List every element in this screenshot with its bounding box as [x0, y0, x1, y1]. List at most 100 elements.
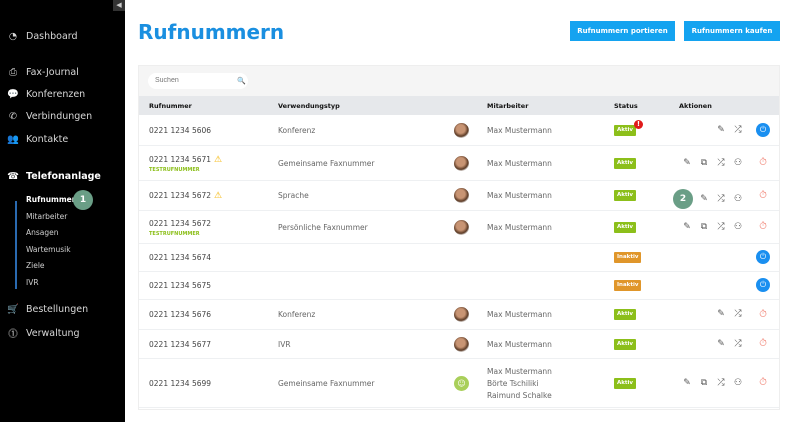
fax-forward-button[interactable]: ⧉ — [698, 221, 710, 233]
phone-number-text: 0221 1234 5671 — [149, 154, 212, 164]
status-badge: Aktiv — [614, 377, 637, 389]
edit-icon: ✎ — [717, 124, 725, 135]
status-badge: Inaktiv — [614, 280, 642, 291]
employee-name: Max Mustermann — [487, 366, 552, 376]
activate-button[interactable]: ⏻ — [756, 250, 770, 264]
user-settings-icon: ⚇ — [733, 194, 743, 204]
user-settings-button[interactable]: ⚇ — [732, 193, 744, 205]
timer-icon: ⏱ — [759, 189, 767, 201]
collapse-sidebar-button[interactable]: ◀ — [113, 0, 125, 11]
fax-forward-button[interactable]: ⧉ — [698, 157, 710, 169]
actions: ✎ ⤮ — [715, 124, 744, 136]
timer-icon: ⏱ — [759, 338, 767, 349]
numbers-table: 🔍 Rufnummer Verwendungstyp Mitarbeiter S… — [138, 65, 780, 410]
actions: 2 ✎ ⤮ ⚇ — [673, 189, 744, 209]
sidebar-item-label: Konferenzen — [26, 88, 86, 100]
edit-icon: ✎ — [683, 221, 691, 232]
phone-number-text: 0221 1234 5674 — [149, 253, 212, 262]
edit-button[interactable]: ✎ — [681, 377, 693, 389]
submenu-item-ansagen[interactable]: Ansagen — [26, 228, 59, 237]
employees: Max Mustermann — [487, 222, 552, 234]
activate-button[interactable]: ⏻ — [756, 122, 770, 137]
phone-number-text: 0221 1234 5672 — [149, 218, 212, 228]
phone-number: 0221 1234 5672 — [149, 219, 211, 228]
edit-button[interactable]: ✎ — [681, 221, 693, 233]
status-badge: Aktiv — [614, 338, 637, 350]
phone-number: 0221 1234 5671 ⚠ — [149, 155, 222, 165]
sidebar-item-konferenzen[interactable]: 💬 Konferenzen — [6, 88, 85, 100]
edit-button[interactable]: ✎ — [681, 157, 693, 169]
group-avatar: ☺ — [454, 375, 469, 391]
shuffle-forward-button[interactable]: ⤮ — [715, 377, 727, 389]
phone-number-text: 0221 1234 5676 — [149, 310, 212, 319]
usage-type: Gemeinsame Faxnummer — [278, 378, 375, 388]
status-text: Inaktiv — [617, 254, 639, 260]
step-badge-2: 2 — [673, 189, 693, 209]
search-input[interactable] — [148, 73, 248, 89]
edit-button[interactable]: ✎ — [698, 193, 710, 205]
user-settings-icon: ⚇ — [733, 221, 743, 232]
status-text: Aktiv — [617, 311, 634, 317]
sidebar-item-bestellungen[interactable]: 🛒 Bestellungen — [6, 303, 88, 315]
cart-icon: 🛒 — [7, 303, 19, 315]
shuffle-forward-button[interactable]: ⤮ — [715, 221, 727, 233]
sidebar-item-label: Verwaltung — [26, 327, 80, 339]
activate-button[interactable]: ⏻ — [756, 278, 770, 292]
timer-button[interactable]: ⏱ — [756, 376, 770, 390]
sidebar-item-verbindungen[interactable]: ✆ Verbindungen — [6, 110, 92, 122]
sidebar-item-kontakte[interactable]: 👥 Kontakte — [6, 133, 68, 145]
status-text: Aktiv — [617, 379, 634, 386]
status-text: Aktiv — [617, 223, 634, 230]
fax-forward-button[interactable]: ⧉ — [698, 377, 710, 389]
status-text: Aktiv — [617, 192, 634, 198]
timer-button[interactable]: ⏱ — [756, 220, 770, 234]
sidebar-item-label: Telefonanlage — [26, 170, 101, 182]
employees: Max Mustermann — [487, 125, 552, 137]
phone-number-text: 0221 1234 5699 — [149, 378, 212, 388]
avatar — [454, 155, 469, 171]
user-settings-button[interactable]: ⚇ — [732, 221, 744, 233]
shuffle-forward-button[interactable]: ⤮ — [715, 157, 727, 169]
shuffle-forward-button[interactable]: ⤮ — [732, 124, 744, 136]
submenu-item-wartemusik[interactable]: Wartemusik — [26, 244, 71, 254]
edit-button[interactable]: ✎ — [715, 338, 727, 350]
shuffle-forward-button[interactable]: ⤮ — [732, 338, 744, 350]
shuffle-forward-icon: ⤮ — [734, 309, 742, 319]
phone-number: 0221 1234 5675 — [149, 281, 211, 290]
buy-numbers-button[interactable]: Rufnummern kaufen — [684, 21, 780, 41]
submenu-item-rufnummern[interactable]: Rufnummern — [26, 195, 81, 204]
table-row: 0221 1234 5672 TESTRUFNUMMER Persönliche F… — [139, 211, 779, 244]
shuffle-forward-button[interactable]: ⤮ — [732, 308, 744, 320]
sidebar-item-label: Verbindungen — [26, 110, 93, 122]
timer-button[interactable]: ⏱ — [756, 337, 770, 351]
table-row: 0221 1234 5671 ⚠ TESTRUFNUMMER Gemeinsame F… — [139, 146, 779, 181]
status-text: Aktiv — [617, 126, 634, 133]
phone-icon: ✆ — [9, 110, 17, 122]
submenu-item-ivr[interactable]: IVR — [26, 277, 39, 287]
user-settings-button[interactable]: ⚇ — [732, 157, 744, 169]
phone-number-text: 0221 1234 5675 — [149, 281, 212, 290]
employee-name: Max Mustermann — [487, 310, 552, 319]
col-mitarbeiter: Mitarbeiter — [487, 102, 529, 110]
shuffle-forward-icon: ⤮ — [717, 221, 725, 232]
actions: ✎ ⧉ ⤮ ⚇ — [681, 157, 744, 169]
sidebar-item-dashboard[interactable]: ◔ Dashboard — [6, 30, 78, 42]
timer-button[interactable]: ⏱ — [756, 307, 770, 321]
sidebar-item-telefonanlage[interactable]: ☎ Telefonanlage — [6, 170, 101, 182]
test-number-label: TESTRUFNUMMER — [149, 166, 200, 173]
actions: ✎ ⧉ ⤮ ⚇ — [681, 377, 744, 389]
edit-button[interactable]: ✎ — [715, 124, 727, 136]
submenu-item-mitarbeiter[interactable]: Mitarbeiter — [26, 211, 68, 221]
status-badge: Aktiv — [614, 309, 637, 320]
sidebar-item-verwaltung[interactable]: ⓵ Verwaltung — [6, 327, 80, 341]
timer-button[interactable]: ⏱ — [756, 156, 770, 170]
shuffle-forward-button[interactable]: ⤮ — [715, 193, 727, 205]
port-numbers-button[interactable]: Rufnummern portieren — [570, 21, 675, 41]
timer-button[interactable]: ⏱ — [756, 188, 770, 202]
submenu-item-ziele[interactable]: Ziele — [26, 261, 45, 270]
table-row: 0221 1234 5606 Konferenz Max Mustermann Akt… — [139, 115, 779, 146]
user-settings-button[interactable]: ⚇ — [732, 377, 744, 389]
edit-button[interactable]: ✎ — [715, 308, 727, 320]
usage-type: IVR — [278, 339, 291, 349]
sidebar-item-fax-journal[interactable]: ⎙ Fax-Journal — [6, 66, 79, 78]
